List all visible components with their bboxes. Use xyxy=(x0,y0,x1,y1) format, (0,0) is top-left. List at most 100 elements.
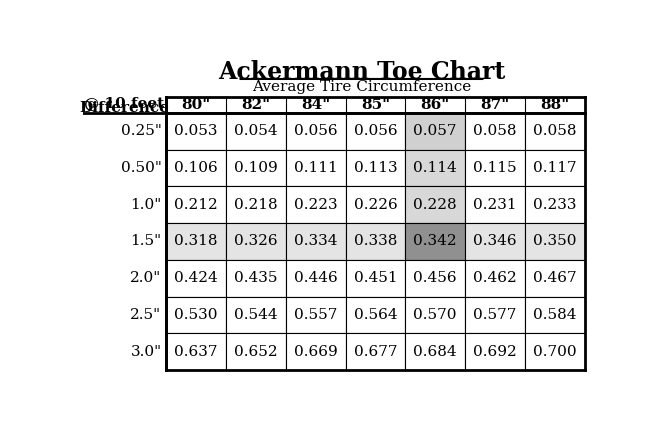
Bar xyxy=(525,113,585,150)
Bar xyxy=(465,187,525,223)
Text: 3.0": 3.0" xyxy=(131,345,162,359)
Text: 0.058: 0.058 xyxy=(473,124,517,138)
Text: 0.058: 0.058 xyxy=(533,124,577,138)
Bar xyxy=(346,334,405,370)
Text: 0.115: 0.115 xyxy=(473,161,517,175)
Text: 0.25": 0.25" xyxy=(121,124,162,138)
Text: 0.342: 0.342 xyxy=(413,235,457,249)
Text: 0.228: 0.228 xyxy=(413,198,457,212)
Bar xyxy=(465,113,525,150)
Text: 82": 82" xyxy=(242,98,271,112)
Bar xyxy=(346,260,405,297)
Bar xyxy=(286,150,346,187)
Text: 0.570: 0.570 xyxy=(413,308,457,322)
Text: 0.637: 0.637 xyxy=(174,345,218,359)
Bar xyxy=(166,150,226,187)
Text: 0.053: 0.053 xyxy=(174,124,218,138)
Text: 0.451: 0.451 xyxy=(354,271,397,285)
Text: 0.334: 0.334 xyxy=(294,235,337,249)
Text: 0.692: 0.692 xyxy=(473,345,517,359)
Text: 1.0": 1.0" xyxy=(130,198,162,212)
Text: 0.557: 0.557 xyxy=(294,308,337,322)
Bar xyxy=(405,150,465,187)
Text: 0.233: 0.233 xyxy=(533,198,577,212)
Bar xyxy=(346,187,405,223)
Text: 0.226: 0.226 xyxy=(354,198,397,212)
Text: 84": 84" xyxy=(301,98,330,112)
Bar xyxy=(405,223,465,260)
Bar xyxy=(465,223,525,260)
Text: 0.462: 0.462 xyxy=(473,271,517,285)
Text: Ackermann Toe Chart: Ackermann Toe Chart xyxy=(218,60,505,84)
Bar xyxy=(346,150,405,187)
Bar xyxy=(525,334,585,370)
Bar xyxy=(525,187,585,223)
Text: 0.669: 0.669 xyxy=(294,345,337,359)
Text: 88": 88" xyxy=(540,98,570,112)
Text: 87": 87" xyxy=(480,98,510,112)
Bar xyxy=(226,150,286,187)
Text: @ 10 feet: @ 10 feet xyxy=(84,96,164,110)
Bar xyxy=(346,297,405,334)
Bar xyxy=(166,113,226,150)
Text: 0.054: 0.054 xyxy=(234,124,278,138)
Text: 0.212: 0.212 xyxy=(174,198,218,212)
Bar xyxy=(405,187,465,223)
Bar xyxy=(286,113,346,150)
Text: 0.057: 0.057 xyxy=(413,124,457,138)
Text: 0.652: 0.652 xyxy=(234,345,278,359)
Text: 0.056: 0.056 xyxy=(294,124,337,138)
Text: 0.424: 0.424 xyxy=(174,271,218,285)
Text: 0.50": 0.50" xyxy=(121,161,162,175)
Text: 0.338: 0.338 xyxy=(354,235,397,249)
Text: 80": 80" xyxy=(182,98,211,112)
Bar xyxy=(346,223,405,260)
Text: 0.111: 0.111 xyxy=(294,161,337,175)
Text: 0.446: 0.446 xyxy=(294,271,337,285)
Text: 0.346: 0.346 xyxy=(473,235,517,249)
Bar xyxy=(525,223,585,260)
Bar xyxy=(346,113,405,150)
Bar xyxy=(166,260,226,297)
Text: Difference: Difference xyxy=(79,100,169,114)
Bar xyxy=(525,260,585,297)
Bar xyxy=(286,187,346,223)
Bar xyxy=(166,297,226,334)
Text: 0.544: 0.544 xyxy=(234,308,278,322)
Bar xyxy=(286,260,346,297)
Bar xyxy=(405,113,465,150)
Text: 0.117: 0.117 xyxy=(533,161,577,175)
Bar xyxy=(525,297,585,334)
Text: 0.326: 0.326 xyxy=(234,235,278,249)
Bar xyxy=(405,297,465,334)
Text: 0.318: 0.318 xyxy=(174,235,218,249)
Text: 0.106: 0.106 xyxy=(174,161,218,175)
Bar xyxy=(465,150,525,187)
Text: 0.684: 0.684 xyxy=(413,345,457,359)
Bar xyxy=(405,260,465,297)
Text: 0.577: 0.577 xyxy=(473,308,517,322)
Bar xyxy=(465,334,525,370)
Bar xyxy=(166,187,226,223)
Bar xyxy=(226,223,286,260)
Bar xyxy=(226,187,286,223)
Bar xyxy=(286,223,346,260)
Text: 0.114: 0.114 xyxy=(413,161,457,175)
Bar xyxy=(166,334,226,370)
Text: 0.223: 0.223 xyxy=(294,198,337,212)
Text: 0.677: 0.677 xyxy=(354,345,397,359)
Text: 0.564: 0.564 xyxy=(354,308,397,322)
Text: 0.218: 0.218 xyxy=(234,198,278,212)
Text: 2.5": 2.5" xyxy=(131,308,162,322)
Text: 0.467: 0.467 xyxy=(533,271,577,285)
Bar xyxy=(166,223,226,260)
Text: 0.231: 0.231 xyxy=(473,198,517,212)
Text: 0.435: 0.435 xyxy=(234,271,278,285)
Text: 0.700: 0.700 xyxy=(533,345,577,359)
Text: 0.113: 0.113 xyxy=(354,161,397,175)
Bar xyxy=(405,334,465,370)
Bar xyxy=(226,297,286,334)
Text: 0.350: 0.350 xyxy=(533,235,577,249)
Bar xyxy=(286,297,346,334)
Bar xyxy=(286,334,346,370)
